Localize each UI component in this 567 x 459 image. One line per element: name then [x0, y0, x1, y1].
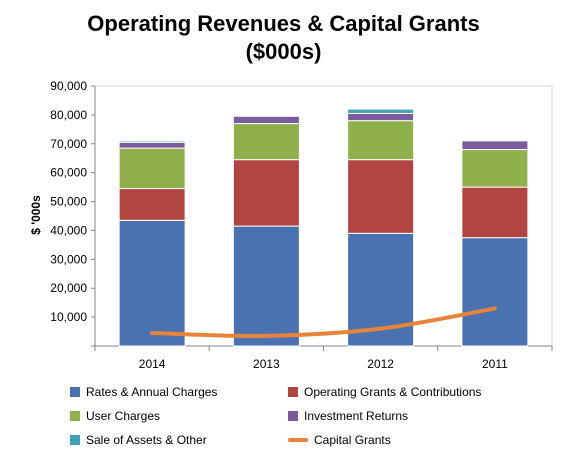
- x-tick-label: 2012: [367, 357, 394, 371]
- bar-segment: [461, 140, 529, 151]
- bar-segment: [232, 123, 300, 161]
- bar-segment: [118, 140, 186, 143]
- y-tick-label: 50,000: [50, 195, 87, 209]
- bar-segment: [232, 159, 300, 227]
- chart-subtitle: ($000s): [245, 39, 322, 64]
- x-tick-label: 2014: [139, 357, 166, 371]
- bar-segment: [347, 108, 415, 114]
- bar-segment: [347, 159, 415, 234]
- bar-segment: [461, 186, 529, 239]
- y-tick-label: 60,000: [50, 166, 87, 180]
- x-tick-label: 2013: [253, 357, 280, 371]
- y-tick-label: 30,000: [50, 252, 87, 266]
- y-tick-label: 90,000: [50, 79, 87, 93]
- bar-segment: [118, 147, 186, 190]
- y-tick-label: 10,000: [50, 310, 87, 324]
- bar-segment: [118, 219, 186, 347]
- chart-title: Operating Revenues & Capital Grants: [87, 11, 480, 36]
- bar-segment: [347, 120, 415, 161]
- y-tick-label: 40,000: [50, 223, 87, 237]
- bar-segment: [232, 225, 300, 347]
- bar-segment: [118, 188, 186, 221]
- y-tick-label: 80,000: [50, 108, 87, 122]
- y-tick-label: 20,000: [50, 281, 87, 295]
- bar-segment: [232, 115, 300, 125]
- bar-segment: [347, 112, 415, 122]
- y-tick-label: 70,000: [50, 137, 87, 151]
- x-tick-label: 2011: [482, 357, 508, 371]
- bar-segment: [118, 141, 186, 149]
- bar-segment: [461, 149, 529, 188]
- line-series: [150, 306, 497, 338]
- bar-segment: [461, 237, 529, 347]
